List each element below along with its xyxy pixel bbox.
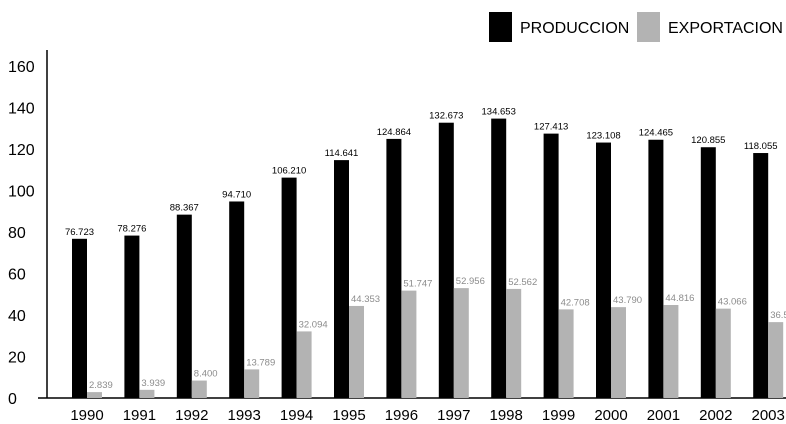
data-label-exportacion: 43.790 [613,295,642,306]
data-label-exportacion: 2.839 [89,380,113,391]
x-tick-label: 2001 [647,407,680,424]
x-tick-label: 1998 [490,407,523,424]
data-label-exportacion: 51.747 [403,279,432,290]
y-tick-label: 20 [8,350,26,367]
bar-produccion [334,160,349,398]
bar-exportacion [768,322,784,398]
x-tick-label: 1995 [332,407,365,424]
y-tick-label: 160 [8,59,35,76]
y-tick-label: 100 [8,184,35,201]
bar-produccion [700,147,716,398]
data-labels: 76.723 2.839 78.276 3.939 88.367 8.400 94.710 1… [65,107,786,392]
y-tick-label: 140 [8,101,35,118]
y-tick-label: 40 [8,308,26,325]
x-tick-label: 2003 [752,407,785,424]
data-label-produccion: 124.465 [639,128,673,139]
bar-produccion [72,238,87,398]
data-label-produccion: 94.710 [222,189,251,200]
data-label-exportacion: 42.708 [561,297,590,308]
bar-produccion [229,201,245,398]
y-tick-label: 0 [8,391,17,408]
data-label-exportacion: 8.400 [194,369,218,380]
bars [72,118,784,399]
bar-exportacion [296,331,312,398]
bar-exportacion [453,288,469,398]
data-label-produccion: 118.055 [744,141,778,152]
x-tick-label: 1991 [123,407,156,424]
bar-produccion [386,138,402,398]
legend-label-produccion: PRODUCCION [520,20,629,37]
data-label-exportacion: 43.066 [718,297,747,308]
bar-exportacion [401,290,417,398]
legend-swatch-produccion [489,12,512,42]
data-label-exportacion: 44.816 [665,293,694,304]
bar-exportacion [663,305,679,398]
data-label-produccion: 78.276 [117,224,146,235]
bar-exportacion [244,369,260,398]
x-tick-label: 1993 [228,407,261,424]
data-label-exportacion: 52.956 [456,276,485,287]
y-tick-label: 60 [8,267,26,284]
data-label-produccion: 76.723 [65,227,94,238]
data-label-produccion: 124.864 [377,127,411,138]
data-label-produccion: 114.641 [325,148,359,159]
legend-swatch-exportacion [637,12,660,42]
bar-exportacion [611,307,626,398]
x-tick-label: 2002 [699,407,732,424]
data-label-exportacion: 32.094 [299,319,328,330]
bar-exportacion [87,392,102,398]
data-label-produccion: 120.855 [691,135,725,146]
bar-exportacion [191,380,207,398]
bar-produccion [438,122,454,398]
x-tick-label: 2000 [594,407,627,424]
bar-produccion [176,214,192,398]
bar-produccion [596,142,611,398]
bar-produccion [648,139,664,399]
bar-exportacion [139,389,155,398]
bar-produccion [281,177,297,398]
data-label-exportacion: 44.353 [351,294,380,305]
data-label-produccion: 134.653 [482,107,516,118]
y-axis: 0 20 40 60 80 100 120 140 160 [8,50,48,408]
bar-produccion [491,118,507,398]
legend-label-exportacion: EXPORTACION [668,20,783,37]
x-axis: 1990 1991 1992 1993 1994 1995 1996 1997 1998 1999… [38,397,786,424]
x-tick-label: 1992 [175,407,208,424]
data-label-produccion: 88.367 [170,203,199,214]
bar-exportacion [506,288,522,398]
data-label-exportacion: 3.939 [141,378,165,389]
bar-exportacion [715,308,731,398]
data-label-produccion: 127.413 [534,122,568,133]
x-tick-label: 1990 [70,407,103,424]
data-label-exportacion: 52.562 [508,277,537,288]
data-label-produccion: 106.210 [272,166,306,177]
bar-produccion [124,235,140,398]
bar-produccion [753,153,769,398]
bar-exportacion [349,305,364,398]
data-label-exportacion: 13.789 [246,357,275,368]
data-label-produccion: 123.108 [586,131,620,142]
data-label-exportacion: 36.571 [770,310,786,321]
legend: PRODUCCION EXPORTACION [489,12,783,42]
x-tick-label: 1996 [385,407,418,424]
x-tick-label: 1994 [280,407,313,424]
x-tick-label: 1999 [542,407,575,424]
y-tick-label: 80 [8,225,26,242]
x-tick-label: 1997 [437,407,470,424]
bar-produccion [543,133,559,398]
y-tick-label: 120 [8,142,35,159]
bar-exportacion [558,309,574,398]
data-label-produccion: 132.673 [429,111,463,122]
